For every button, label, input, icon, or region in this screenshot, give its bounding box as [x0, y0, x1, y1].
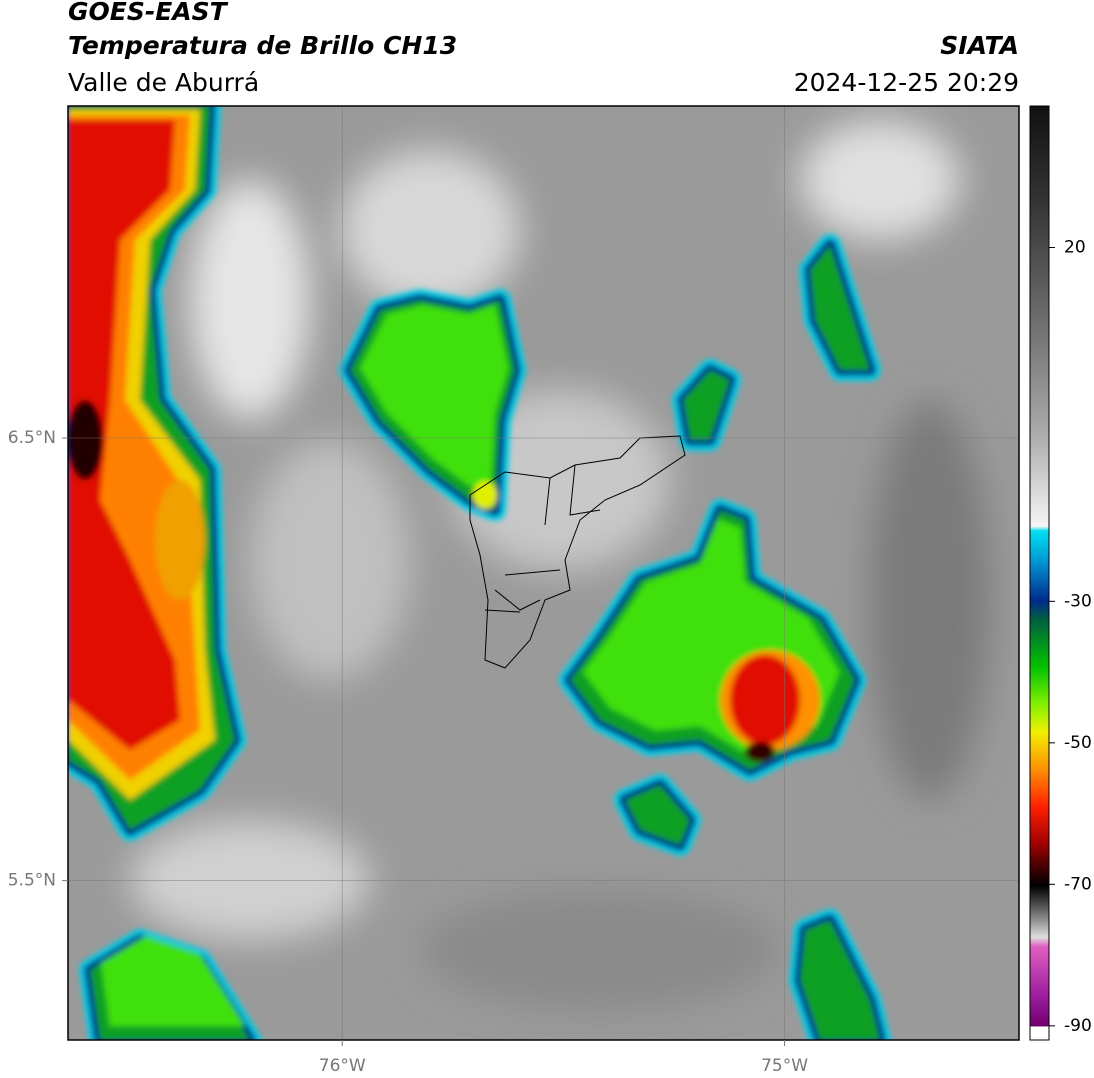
- subtitle: Temperatura de Brillo CH13: [68, 31, 457, 60]
- title-block: GOES-EAST Temperatura de Brillo CH13 Val…: [68, 0, 1019, 97]
- municipal-boundaries: [469, 435, 686, 669]
- colorbar-tick-label: 20: [1064, 238, 1086, 258]
- datetime: 2024-12-25 20:29: [794, 68, 1019, 97]
- satellite-image: [68, 106, 1019, 1040]
- colorbar-tick-label: -90: [1064, 1016, 1092, 1036]
- colorbar-tick-label: -30: [1064, 591, 1092, 611]
- colorbar-tick-label: -70: [1064, 874, 1092, 894]
- x-tick-label: 76°W: [319, 1056, 366, 1076]
- map-frame: [67, 105, 1020, 1041]
- source: SIATA: [940, 31, 1019, 60]
- y-tick-label: 5.5°N: [8, 871, 56, 891]
- grid: [68, 106, 1019, 1040]
- y-tick-label: 6.5°N: [8, 428, 56, 448]
- colorbar: [1029, 105, 1050, 1041]
- x-tick-label: 75°W: [761, 1056, 808, 1076]
- region: Valle de Aburrá: [68, 68, 259, 97]
- colorbar-tick-label: -50: [1064, 733, 1092, 753]
- title: GOES-EAST: [68, 0, 229, 26]
